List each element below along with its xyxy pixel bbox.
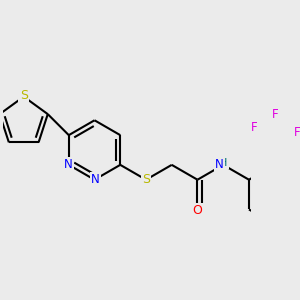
Text: H: H — [219, 158, 227, 168]
Text: N: N — [91, 173, 100, 186]
Text: S: S — [142, 173, 150, 186]
Text: S: S — [20, 89, 28, 102]
Text: O: O — [193, 204, 202, 217]
Text: N: N — [215, 158, 224, 171]
Text: N: N — [64, 158, 72, 171]
Text: F: F — [272, 108, 278, 121]
Text: F: F — [251, 121, 257, 134]
Text: F: F — [293, 126, 300, 139]
